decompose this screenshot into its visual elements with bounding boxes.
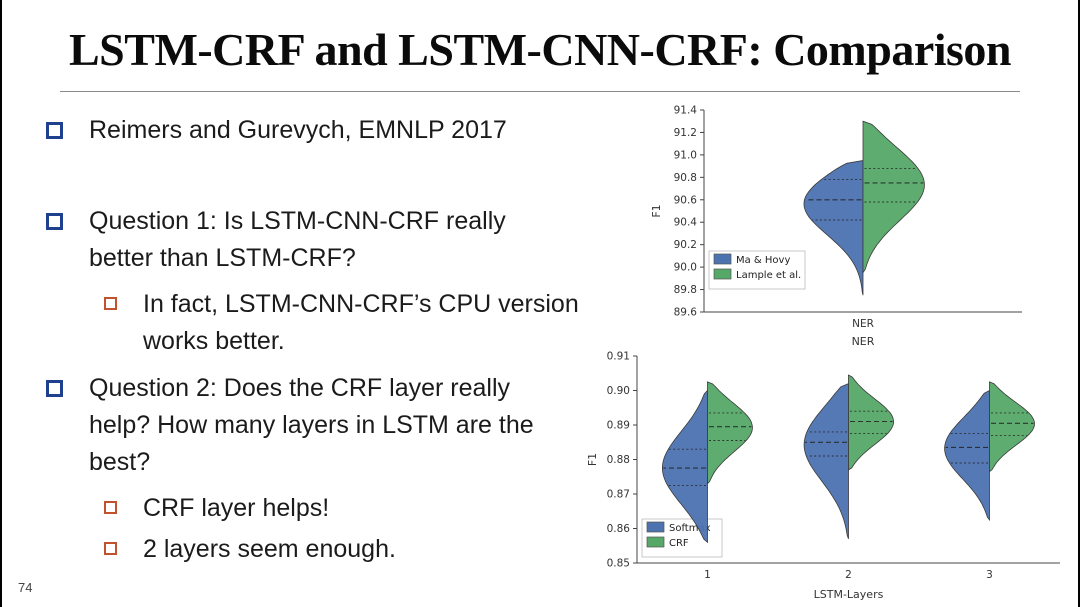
bullet-text: CRF layer helps! bbox=[143, 494, 330, 522]
bullet-item: Question 2: Does the CRF layer really he… bbox=[44, 370, 604, 481]
legend-swatch bbox=[646, 536, 665, 548]
ner-violin-chart: 89.6 89.8 90.0 90.2 90.4 90.6 90.8 91.0 91.2 91.4… bbox=[650, 105, 1022, 348]
y-tick-label: 0.85 bbox=[607, 558, 630, 570]
legend-swatch bbox=[713, 268, 732, 280]
bullet-item: Reimers and Gurevych, EMNLP 2017 bbox=[44, 112, 604, 149]
legend-label: Lample et al. bbox=[736, 270, 801, 281]
lstm-layers-violin-chart: 0.85 0.86 0.87 0.88 0.89 0.90 0.91 F1 1 2 3 LSTM-La… bbox=[586, 351, 1060, 601]
bullet-item: CRF layer helps! bbox=[44, 490, 604, 527]
x-axis-label: NER bbox=[852, 335, 875, 348]
violin-half-left bbox=[662, 389, 708, 544]
x-tick-label: 3 bbox=[986, 569, 993, 581]
violin-half-right bbox=[989, 381, 1035, 473]
bullet-item: In fact, LSTM-CNN-CRF’s CPU version work… bbox=[44, 286, 604, 360]
legend-label: CRF bbox=[669, 538, 689, 549]
x-axis-label: LSTM-Layers bbox=[814, 588, 884, 601]
y-axis-label: F1 bbox=[586, 453, 599, 466]
square-bullet-icon bbox=[104, 297, 117, 310]
x-tick-label: 1 bbox=[704, 569, 711, 581]
y-tick-label: 0.86 bbox=[607, 523, 631, 535]
legend-label: Ma & Hovy bbox=[736, 255, 790, 266]
y-tick-label: 0.88 bbox=[607, 454, 630, 466]
violin-half-right bbox=[707, 381, 753, 485]
x-tick-label: NER bbox=[852, 318, 874, 330]
y-tick-label: 0.90 bbox=[607, 385, 630, 397]
square-bullet-icon bbox=[46, 380, 63, 397]
page-number: 74 bbox=[18, 580, 33, 595]
y-tick-label: 90.8 bbox=[674, 172, 697, 184]
y-tick-label: 91.0 bbox=[674, 149, 697, 161]
y-tick-label: 89.8 bbox=[674, 284, 697, 296]
bullet-text: Reimers and Gurevych, EMNLP 2017 bbox=[89, 116, 507, 144]
x-tick-label: 2 bbox=[845, 569, 852, 581]
square-bullet-icon bbox=[46, 122, 63, 139]
y-tick-label: 0.87 bbox=[607, 489, 630, 501]
square-bullet-icon bbox=[104, 542, 117, 555]
bullet-item: Question 1: Is LSTM-CNN-CRF really bette… bbox=[44, 203, 604, 277]
bullet-text: Question 2: Does the CRF layer really he… bbox=[89, 374, 534, 476]
slide-title: LSTM-CRF and LSTM-CNN-CRF: Comparison bbox=[69, 24, 1012, 75]
y-tick-label: 91.2 bbox=[674, 127, 697, 139]
y-tick-label: 89.6 bbox=[674, 307, 698, 319]
y-tick-label: 91.4 bbox=[674, 105, 698, 117]
violin-half-right bbox=[862, 120, 925, 275]
violin-half-left bbox=[803, 383, 849, 539]
y-tick-label: 90.4 bbox=[674, 217, 698, 229]
title-divider bbox=[60, 90, 1020, 92]
violin-half-right bbox=[848, 374, 895, 471]
y-tick-label: 0.89 bbox=[607, 420, 630, 432]
violin-half-left bbox=[944, 389, 990, 522]
y-tick-label: 0.91 bbox=[607, 351, 630, 363]
bullet-text: In fact, LSTM-CNN-CRF’s CPU version work… bbox=[143, 290, 579, 355]
legend-label: Softmax bbox=[669, 523, 711, 534]
bullet-text: 2 layers seem enough. bbox=[143, 535, 396, 563]
y-axis-label: F1 bbox=[650, 204, 663, 217]
violin-half-left bbox=[803, 160, 864, 296]
legend-swatch bbox=[713, 253, 732, 265]
y-tick-label: 90.6 bbox=[674, 194, 698, 206]
y-tick-label: 90.0 bbox=[674, 262, 697, 274]
legend-swatch bbox=[646, 521, 665, 533]
bullet-text: Question 1: Is LSTM-CNN-CRF really bette… bbox=[89, 207, 506, 272]
bullet-list: Reimers and Gurevych, EMNLP 2017 Question… bbox=[44, 112, 604, 568]
bullet-item: 2 layers seem enough. bbox=[44, 531, 604, 568]
y-tick-label: 90.2 bbox=[674, 239, 697, 251]
square-bullet-icon bbox=[46, 213, 63, 230]
square-bullet-icon bbox=[104, 501, 117, 514]
